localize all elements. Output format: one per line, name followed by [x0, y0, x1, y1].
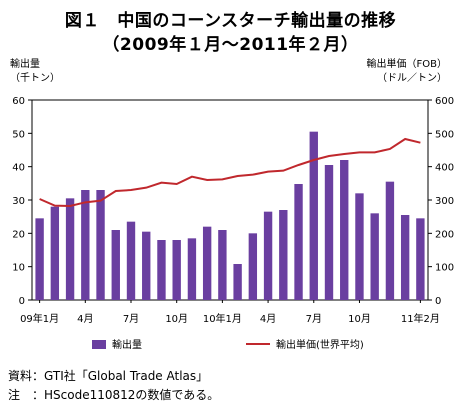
bar	[324, 165, 334, 300]
bar	[263, 211, 273, 300]
legend-label-line: 輸出単価(世界平均)	[276, 338, 364, 351]
bar	[157, 240, 166, 300]
right-tick-label: 0	[435, 296, 441, 307]
left-axis-label-line1: 輸出量	[10, 59, 40, 70]
chart-subtitle: （2009年１月～2011年２月）	[102, 35, 359, 55]
x-tick-label: 7月	[306, 313, 322, 325]
bar	[50, 206, 60, 300]
bar	[370, 213, 379, 300]
bar	[172, 240, 181, 300]
bar	[111, 230, 120, 300]
source-note: 資料：GTI社「Global Trade Atlas」	[8, 369, 209, 383]
right-tick-label: 100	[435, 263, 454, 274]
x-tick-label: 09年1月	[20, 312, 59, 325]
bar	[202, 226, 212, 300]
bar	[142, 231, 151, 300]
x-tick-label: 10月	[348, 313, 371, 325]
left-tick-label: 30	[12, 196, 25, 207]
left-tick-label: 40	[12, 163, 25, 174]
chart-title: 図１ 中国のコーンスターチ輸出量の推移	[64, 11, 397, 31]
x-tick-label: 7月	[123, 313, 139, 325]
footnote: 注 ：HScode110812の数値である。	[8, 388, 220, 402]
right-axis-label-line2: （ドル／トン）	[377, 73, 447, 84]
right-axis-label-line1: 輸出単価（FOB）	[366, 59, 447, 70]
bar	[400, 215, 410, 300]
bar	[294, 184, 303, 300]
left-axis-caption: 輸出量 （千トン）	[10, 58, 60, 86]
bar	[35, 218, 44, 300]
right-tick-label: 500	[435, 129, 454, 140]
bar	[81, 190, 90, 300]
bar	[187, 238, 197, 300]
left-tick-label: 0	[19, 296, 25, 307]
bar	[279, 210, 288, 300]
right-axis-caption: 輸出単価（FOB） （ドル／トン）	[367, 58, 447, 86]
right-tick-label: 200	[435, 229, 454, 240]
bar	[248, 233, 258, 300]
x-tick-label: 10年1月	[203, 312, 242, 325]
bar	[233, 264, 242, 300]
bar	[126, 221, 136, 300]
legend-swatch-bar	[92, 340, 106, 349]
bar	[218, 230, 227, 300]
left-tick-label: 10	[12, 263, 25, 274]
right-tick-label: 600	[435, 96, 454, 107]
bar	[340, 160, 349, 300]
x-tick-label: 4月	[260, 313, 276, 325]
right-tick-label: 400	[435, 163, 454, 174]
right-tick-label: 300	[435, 196, 454, 207]
bar	[65, 198, 75, 300]
unit-price-line	[39, 137, 421, 208]
plot-frame	[31, 99, 429, 301]
left-axis-label-line2: （千トン）	[10, 73, 60, 84]
bar	[416, 218, 425, 300]
bar	[355, 193, 364, 300]
bar	[96, 190, 105, 300]
left-tick-label: 50	[12, 129, 25, 140]
x-tick-label: 10月	[165, 313, 188, 325]
bar	[385, 181, 395, 300]
legend-label-bar: 輸出量	[112, 338, 142, 351]
x-tick-label: 4月	[77, 313, 93, 325]
left-tick-label: 20	[12, 229, 25, 240]
left-tick-label: 60	[12, 96, 25, 107]
bar	[309, 131, 318, 300]
x-tick-label: 11年2月	[401, 312, 440, 325]
